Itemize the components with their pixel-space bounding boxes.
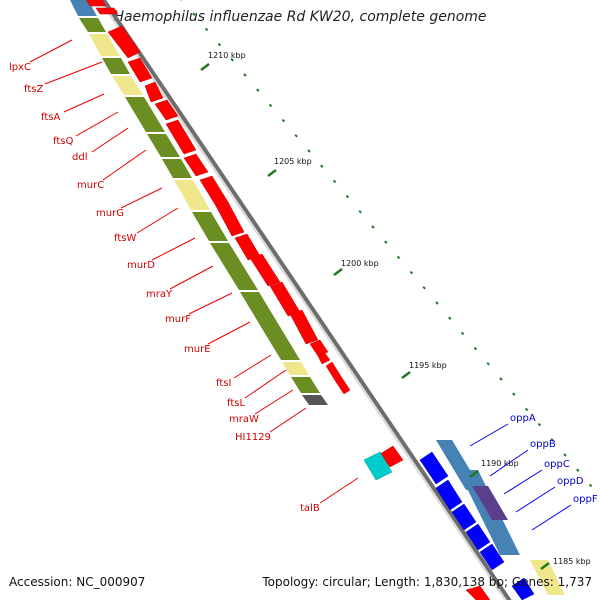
- gene-label: ftsA: [41, 112, 60, 123]
- gene-leader-line: [151, 237, 196, 261]
- tick-label: 1190 kbp: [481, 459, 519, 468]
- gene-label: lpxC: [9, 62, 31, 73]
- gene-label: mraW: [229, 414, 259, 425]
- gene-leader-line: [503, 469, 543, 495]
- gene-leader-line: [169, 265, 214, 290]
- reverse-cds-arrows: [419, 451, 535, 600]
- tick-mark: [267, 169, 277, 177]
- gene-leader-line: [63, 93, 105, 113]
- gene-label: ddl: [72, 152, 87, 163]
- forward-cds-arrows: [86, 0, 491, 600]
- gene-leader-line: [120, 187, 163, 209]
- gene-leader-line: [136, 207, 179, 234]
- rna-feature: [363, 451, 393, 481]
- accession-text: Accession: NC_000907: [9, 575, 146, 589]
- gene-leader-line: [254, 389, 294, 415]
- gene-label: murE: [184, 344, 211, 355]
- map-title: Haemophilus influenzae Rd KW20, complete…: [113, 9, 487, 25]
- gene-leader-line: [233, 354, 272, 379]
- gene-label: ftsQ: [53, 136, 73, 147]
- gene-leader-line: [531, 504, 572, 531]
- gene-label: oppA: [510, 413, 536, 424]
- gene-leader-line: [29, 39, 73, 63]
- gene-leader-line: [489, 449, 529, 477]
- tick-mark: [200, 63, 210, 71]
- tick-label: 1195 kbp: [409, 361, 447, 370]
- gene-label: HI1129: [235, 432, 271, 443]
- tick-label: 1185 kbp: [553, 557, 591, 566]
- gene-label: oppD: [557, 476, 584, 487]
- tick-label: 1210 kbp: [208, 51, 246, 60]
- gene-label: murG: [96, 208, 124, 219]
- gene-label: murF: [165, 314, 191, 325]
- gene-label: murC: [77, 180, 104, 191]
- summary-text: Topology: circular; Length: 1,830,138 bp…: [262, 575, 592, 589]
- gene-leader-line: [44, 61, 103, 85]
- backbone: [98, 0, 512, 600]
- gene-leader-line: [269, 407, 307, 433]
- gene-label: ftsI: [216, 378, 231, 389]
- gene-labels: lpxC ftsZ ftsA ftsQ ddl murC murG ftsW murD mraY m…: [9, 39, 598, 531]
- gene-label: oppC: [544, 459, 570, 470]
- tick-mark: [540, 562, 550, 570]
- tick-guide: [180, 0, 593, 488]
- gene-label: oppB: [530, 439, 556, 450]
- gene-label: oppF: [573, 494, 598, 505]
- gene-label: ftsW: [114, 233, 136, 244]
- tick-label: 1205 kbp: [274, 157, 312, 166]
- tick-mark: [333, 268, 343, 276]
- gene-label: murD: [127, 260, 155, 271]
- tick-mark: [401, 371, 411, 379]
- tick-label: 1200 kbp: [341, 259, 379, 268]
- gene-leader-line: [102, 149, 147, 181]
- tick-mark: [469, 470, 479, 478]
- gene-leader-line: [469, 423, 509, 447]
- tick-marks: 1210 kbp 1205 kbp 1200 kbp 1195 kbp 1190 kbp…: [200, 51, 591, 570]
- gene-label: ftsL: [227, 398, 245, 409]
- gene-leader-line: [91, 127, 129, 153]
- gene-leader-line: [515, 486, 556, 513]
- gene-label: talB: [300, 503, 320, 514]
- gene-label: mraY: [146, 289, 173, 300]
- gene-leader-line: [319, 477, 359, 504]
- gene-leader-line: [188, 292, 233, 315]
- gene-leader-line: [75, 111, 119, 137]
- gene-leader-line: [244, 369, 287, 399]
- gene-leader-line: [207, 321, 251, 345]
- gene-label: ftsZ: [24, 84, 43, 95]
